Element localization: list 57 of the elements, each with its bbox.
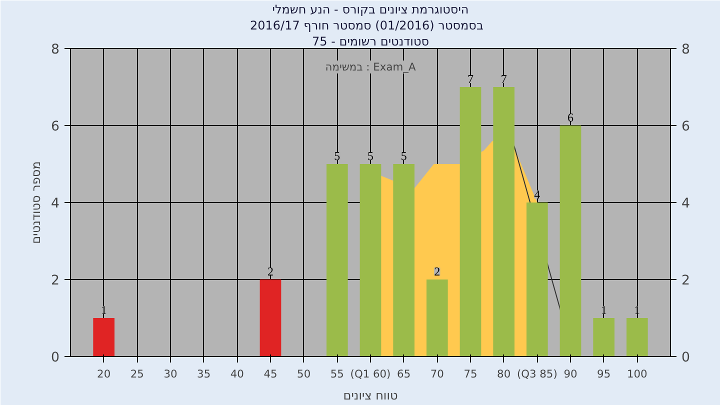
x-tick-label: 55: [330, 368, 344, 380]
bar: [393, 164, 414, 356]
x-tick-label: 95: [597, 368, 611, 380]
y-tick-label: 8: [51, 42, 60, 58]
y2-tick-label: 8: [682, 42, 690, 58]
x-tick-label: 100: [626, 368, 648, 380]
chart-title: היסטוגרמת ציונים בקורס - הנע חשמלי: [272, 2, 469, 16]
bar: [260, 280, 282, 356]
data-label: 1: [100, 303, 107, 317]
y-tick-label: 6: [51, 120, 60, 134]
x-tick-label: (Q1 60): [350, 368, 391, 380]
data-label: 1: [634, 303, 640, 317]
chart-subtitle: בסמסטר (01/2016) סמסטר חורף 2016/17: [250, 18, 484, 32]
y-tick-label: 0: [51, 350, 60, 366]
data-label: 2: [434, 264, 440, 278]
x-tick-label: 80: [497, 368, 511, 380]
x-tick-label: 30: [164, 368, 178, 380]
x-tick-label: 45: [264, 368, 278, 380]
data-label: 5: [368, 149, 374, 163]
data-label: 5: [334, 149, 340, 163]
data-label: 1: [600, 303, 607, 317]
x-tick-label: (Q3 85): [516, 368, 558, 380]
data-label: 7: [468, 72, 474, 86]
y-tick-label: 4: [51, 196, 60, 212]
x-tick-label: 90: [564, 368, 578, 380]
y2-tick-label: 2: [682, 274, 690, 288]
data-label: 4: [534, 188, 540, 202]
annotation: במשימה : Exam_A: [325, 60, 416, 74]
bar: [560, 126, 582, 356]
x-tick-label: 65: [397, 368, 411, 380]
annotation: סטודנטים רשומים - 75: [312, 34, 430, 48]
data-label: 6: [568, 110, 574, 124]
bar: [626, 318, 648, 356]
data-label: 2: [268, 264, 274, 278]
bar: [593, 318, 614, 356]
x-tick-label: 20: [97, 368, 111, 380]
y2-tick-label: 0: [682, 350, 690, 366]
bar: [526, 202, 548, 356]
bar: [493, 87, 514, 356]
x-tick-label: 50: [297, 368, 311, 380]
data-label: 7: [500, 72, 507, 86]
data-label: 5: [400, 149, 407, 163]
bar: [93, 318, 114, 356]
y2-tick-label: 4: [682, 196, 690, 212]
x-tick-label: 25: [130, 368, 144, 380]
bar: [360, 164, 382, 356]
x-tick-label: 40: [230, 368, 244, 380]
x-tick-label: 35: [197, 368, 211, 380]
x-tick-label: 75: [464, 368, 478, 380]
x-tick-label: 70: [430, 368, 444, 380]
bar: [426, 280, 448, 356]
y-tick-label: 2: [51, 274, 60, 288]
x-axis-title: טווח ציונים: [343, 388, 398, 402]
bar: [460, 87, 482, 356]
y-axis-title: מספר סטודנטים: [29, 161, 44, 244]
y2-tick-label: 6: [682, 120, 690, 134]
bar: [326, 164, 348, 356]
